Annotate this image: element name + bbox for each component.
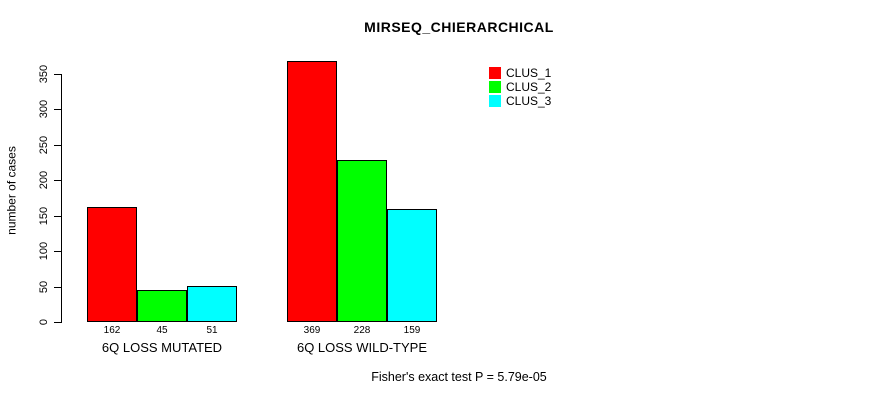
bar-value-label: 228 [353,325,371,336]
y-tick-label: 300 [38,100,50,119]
legend-swatch-clus-1 [489,67,501,79]
bar-clus-1-6q-loss-mutated [87,207,137,322]
y-axis-tick [54,144,61,146]
bar-value-label: 162 [103,325,121,336]
legend-item-clus-2: CLUS_2 [489,80,551,94]
y-tick-label: 150 [38,206,50,225]
legend-swatch-clus-2 [489,81,501,93]
legend-swatch-clus-3 [489,95,501,107]
legend-item-clus-1: CLUS_1 [489,66,551,80]
category-label-6q-loss-mutated: 6Q LOSS MUTATED [101,340,223,355]
bar-clus-1-6q-loss-wild-type [287,60,337,322]
bar-clus-3-6q-loss-wild-type [387,209,437,322]
bar-clus-3-6q-loss-mutated [187,285,237,322]
y-axis-tick [54,74,61,75]
y-axis-tick [54,286,61,288]
legend-label: CLUS_1 [506,66,552,80]
bar-clus-2-6q-loss-wild-type [337,160,387,322]
y-axis-tick [54,322,61,323]
y-axis-tick [54,109,61,111]
y-tick-label: 200 [38,171,50,190]
bar-value-label: 369 [303,325,321,336]
y-tick-label: 250 [38,135,50,155]
y-axis-label: number of cases [4,146,19,235]
category-label-6q-loss-wild-type: 6Q LOSS WILD-TYPE [296,340,428,355]
chart-title: MIRSEQ_CHIERARCHICAL [364,19,554,35]
y-axis-line [61,74,62,323]
y-axis-tick [54,215,61,217]
legend-label: CLUS_2 [506,80,552,94]
bar-clus-2-6q-loss-mutated [137,290,187,322]
y-tick-label: 350 [38,64,50,84]
bar-value-label: 45 [156,325,168,336]
y-tick-label: 0 [38,318,50,326]
y-axis-tick [54,180,61,182]
bar-value-label: 51 [206,325,218,336]
legend-label: CLUS_3 [506,94,552,108]
legend: CLUS_1 CLUS_2 CLUS_3 [489,66,551,108]
stat-annotation: Fisher's exact test P = 5.79e-05 [371,370,547,384]
legend-item-clus-3: CLUS_3 [489,94,551,108]
bar-value-label: 159 [403,325,421,336]
y-tick-label: 50 [38,280,50,293]
y-axis-tick [54,251,61,253]
y-tick-label: 100 [38,241,50,261]
